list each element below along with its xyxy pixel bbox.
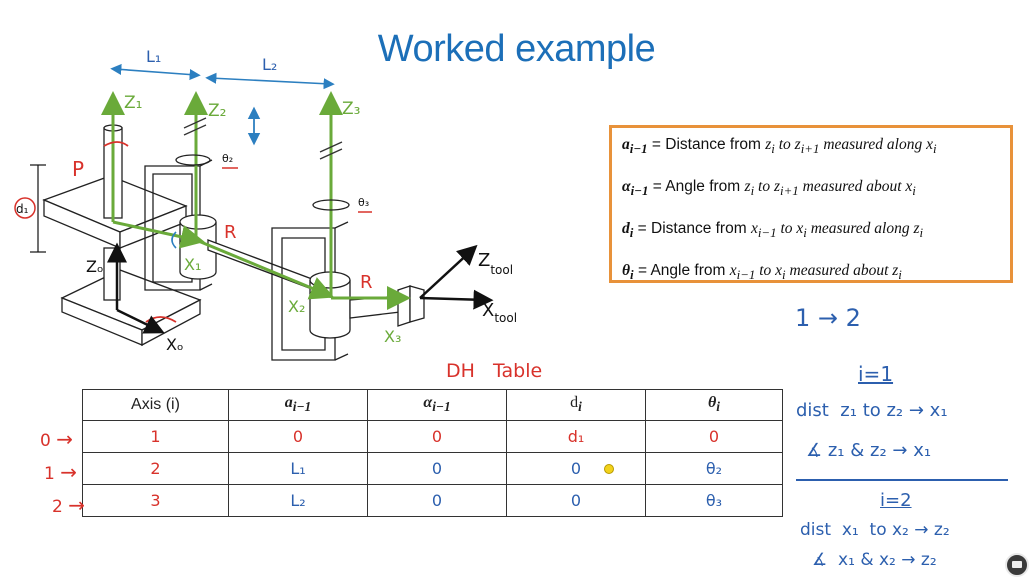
l1-arrow	[110, 63, 201, 81]
definition-d: di = Distance from xi−1 to xi measured a…	[622, 220, 1000, 262]
xo-label: Xₒ	[166, 335, 184, 354]
definition-alpha: αi−1 = Angle from zi to zi+1 measured ab…	[622, 178, 1000, 220]
def-symbol: αi−1	[622, 178, 649, 199]
z2-label: Z₂	[208, 101, 226, 121]
hatch-marks	[183, 117, 343, 160]
cell-d: 0	[506, 452, 646, 485]
robot-diagram: d₁ L₁ L₂ Z₁ Z₂ Z₃ P R R θ₂ θ₃	[14, 47, 517, 361]
zo-label: Zₒ	[86, 257, 104, 276]
def-symbol: θi	[622, 262, 634, 283]
l1-label: L₁	[146, 47, 161, 66]
cell-axis: 2	[82, 452, 229, 485]
def-text: = Distance from	[647, 136, 766, 153]
definitions-box: ai−1 = Distance from zi to zi+1 measured…	[609, 125, 1013, 283]
x3-label: X₃	[384, 327, 401, 346]
slide-title: Worked example	[377, 28, 656, 70]
table-row: 1 0 0 d₁ 0	[82, 420, 783, 453]
note-divider	[796, 479, 1008, 481]
cell-alpha: 0	[367, 452, 507, 485]
def-text: = Angle from	[648, 178, 745, 195]
cell-theta: 0	[645, 420, 783, 453]
cell-axis: 1	[82, 420, 229, 453]
x1-label: X₁	[184, 255, 201, 274]
row-marker-2: 2 →	[52, 493, 85, 517]
robot-base	[60, 247, 202, 347]
x2-axis	[195, 238, 335, 300]
def-formula: zi to zi+1 measured about xi	[744, 178, 916, 199]
cell-alpha: 0	[367, 484, 507, 517]
def-formula: xi−1 to xi measured along zi	[750, 220, 924, 241]
p-label: P	[72, 157, 84, 181]
theta3-label: θ₃	[358, 196, 369, 209]
link2-bracket	[271, 221, 349, 361]
note-step: 1 → 2	[795, 304, 861, 332]
z3-label: Z₃	[342, 99, 360, 119]
ztool-axis	[419, 244, 478, 299]
cell-theta: θ₂	[645, 452, 783, 485]
camera-icon[interactable]	[1005, 553, 1029, 577]
pointer-dot	[604, 464, 614, 474]
header-alpha: αi−1	[367, 389, 507, 421]
note-i2-angle: ∡ x₁ & x₂ → z₂	[812, 550, 937, 570]
table-row: 2 L₁ 0 0 θ₂	[82, 452, 783, 485]
r2-label: R	[360, 272, 373, 293]
x0-axis	[116, 308, 165, 334]
def-formula: zi to zi+1 measured along xi	[765, 136, 937, 157]
header-theta: θi	[645, 389, 783, 421]
note-i2-dist: dist x₁ to x₂ → z₂	[800, 520, 950, 540]
r1-label: R	[224, 222, 237, 243]
row-marker-1: 1 →	[44, 460, 77, 484]
header-axis: Axis (i)	[82, 389, 229, 421]
xtool-label: Xtool	[482, 300, 517, 325]
def-symbol: ai−1	[622, 136, 648, 157]
l2-arrow	[205, 72, 335, 90]
def-text: = Distance from	[633, 220, 751, 237]
table-caption: DH Table	[446, 360, 543, 382]
note-i2: i=2	[880, 490, 912, 511]
ztool-label: Ztool	[478, 250, 513, 277]
x2-label: X₂	[288, 297, 305, 316]
d1-label: d₁	[16, 202, 29, 216]
def-formula: xi−1 to xi measured about zi	[729, 262, 902, 283]
l2-label: L₂	[262, 55, 277, 74]
xtool-axis	[419, 289, 494, 310]
x1-axis	[112, 220, 205, 249]
cell-a: L₂	[228, 484, 368, 517]
z1-label: Z₁	[124, 93, 142, 113]
cell-theta: θ₃	[645, 484, 783, 517]
table-header-row: Axis (i) ai−1 αi−1 di θi	[82, 389, 783, 421]
definition-theta: θi = Angle from xi−1 to xi measured abou…	[622, 262, 1000, 304]
cell-alpha: 0	[367, 420, 507, 453]
cell-a: L₁	[228, 452, 368, 485]
dh-table: Axis (i) ai−1 αi−1 di θi 1 0 0 d₁ 0 2 L₁…	[82, 389, 783, 517]
note-i1: i=1	[858, 362, 894, 386]
theta2-label: θ₂	[222, 152, 233, 165]
row-marker-0: 0 →	[40, 427, 73, 451]
cell-a: 0	[228, 420, 368, 453]
d1-circle	[14, 197, 36, 219]
note-i1-angle: ∡ z₁ & z₂ → x₁	[806, 440, 932, 461]
table-row: 3 L₂ 0 0 θ₃	[82, 484, 783, 517]
def-text: = Angle from	[633, 262, 730, 279]
def-symbol: di	[622, 220, 634, 241]
cell-d: 0	[506, 484, 646, 517]
note-i1-dist: dist z₁ to z₂ → x₁	[796, 400, 948, 421]
cell-axis: 3	[82, 484, 229, 517]
header-a: ai−1	[228, 389, 368, 421]
definition-a: ai−1 = Distance from zi to zi+1 measured…	[622, 136, 1000, 178]
cell-d: d₁	[506, 420, 646, 453]
header-d: di	[506, 389, 646, 421]
